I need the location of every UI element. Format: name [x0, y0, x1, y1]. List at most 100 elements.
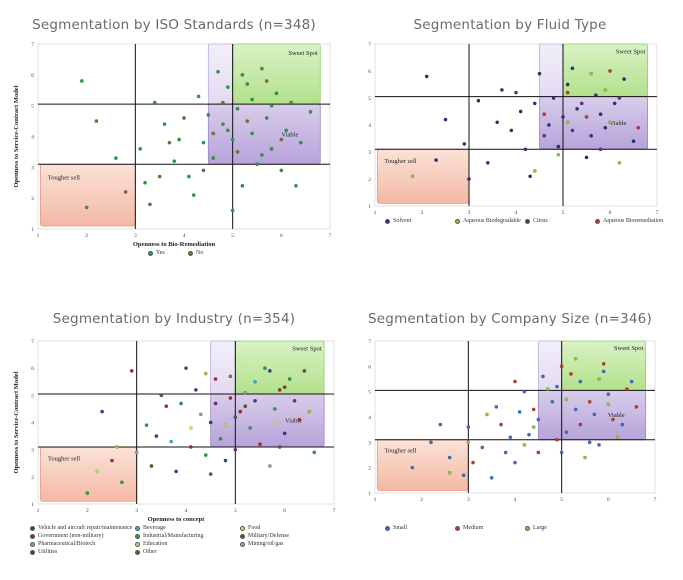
legend-swatch — [455, 525, 460, 531]
y-tick-label: 7 — [31, 339, 34, 345]
x-tick-label: 3 — [135, 508, 138, 514]
data-point — [541, 374, 545, 379]
data-point — [620, 422, 625, 427]
x-tick-label: 4 — [515, 210, 518, 216]
y-tick-label: 4 — [31, 421, 34, 427]
data-point — [536, 450, 541, 455]
data-point — [110, 458, 114, 463]
data-point — [587, 399, 592, 404]
y-tick-label: 1 — [31, 227, 34, 233]
data-point — [575, 106, 579, 111]
data-point — [243, 390, 248, 395]
x-tick-label: 2 — [86, 508, 89, 514]
data-point — [555, 384, 559, 389]
x-tick-label: 7 — [656, 210, 659, 216]
legend-item: Education — [135, 541, 167, 547]
legend-label: Small — [393, 525, 408, 531]
legend-swatch — [135, 549, 140, 555]
data-point — [235, 106, 240, 111]
data-point — [578, 422, 583, 427]
data-point — [434, 158, 438, 162]
y-tick-label: 6 — [31, 366, 34, 372]
data-point — [274, 91, 279, 96]
legend-label: Education — [143, 541, 168, 547]
legend-item: Medium — [455, 525, 483, 531]
x-tick-label: 1 — [37, 508, 40, 514]
chart-plot: 1 2 3 4 5 6 7 1 2 3 4 5 6 7 Sweet Spot Viable Tougher se… — [13, 42, 332, 248]
data-point — [555, 437, 559, 442]
chart-company-size: Segmentation by Company Size (n=346) 1 2 3… — [345, 293, 675, 580]
data-point — [264, 79, 269, 83]
data-point — [162, 122, 167, 127]
data-point — [294, 183, 298, 188]
data-point — [100, 409, 104, 414]
data-point — [564, 397, 569, 402]
y-tick-label: 5 — [368, 390, 371, 396]
y-axis-label: Openness to Service-Contract Model — [13, 85, 20, 187]
data-point — [573, 407, 578, 412]
x-tick-label: 3 — [468, 210, 471, 216]
data-point — [85, 491, 90, 495]
data-point — [531, 407, 536, 412]
data-point — [462, 142, 467, 146]
data-point — [528, 174, 532, 179]
data-point — [228, 396, 233, 400]
data-point — [608, 120, 612, 125]
data-point — [79, 79, 84, 83]
data-point — [260, 66, 264, 71]
y-tick-label: 7 — [31, 42, 34, 48]
data-point — [225, 128, 230, 133]
data-point — [570, 128, 575, 133]
data-point — [597, 443, 601, 447]
legend-item: Yes — [148, 250, 165, 256]
x-tick-label: 7 — [333, 508, 336, 514]
sweet-spot-label: Sweet Spot — [616, 48, 646, 55]
legend-swatch — [30, 541, 35, 547]
data-point — [282, 431, 287, 436]
data-point — [547, 123, 551, 127]
legend-swatch — [240, 541, 245, 547]
legend-swatch — [595, 218, 600, 224]
data-point — [134, 450, 139, 455]
y-tick-label: 2 — [31, 196, 34, 202]
data-point — [565, 82, 570, 87]
data-point — [143, 180, 147, 185]
y-tick-label: 5 — [31, 393, 34, 399]
sweet-spot-label: Sweet Spot — [614, 345, 644, 352]
legend-swatch — [30, 549, 35, 555]
data-point — [129, 369, 134, 373]
legend-label: Utilities — [38, 549, 58, 555]
data-point — [164, 404, 169, 409]
data-point — [277, 388, 282, 392]
data-point — [184, 366, 188, 371]
legend-swatch — [525, 218, 530, 224]
viable-label: Viable — [610, 120, 627, 127]
y-tick-label: 6 — [31, 73, 34, 79]
data-point — [587, 440, 592, 445]
viable-region — [210, 393, 325, 448]
legend-item: Other — [135, 549, 157, 555]
data-point — [233, 415, 238, 419]
chart-title: Segmentation by Company Size (n=346) — [368, 311, 652, 327]
viable-label: Viable — [608, 412, 625, 419]
data-point — [174, 469, 178, 474]
data-point — [527, 432, 531, 437]
viable-region — [207, 103, 321, 165]
tougher-sell-label: Tougher sell — [48, 175, 80, 182]
data-point — [471, 460, 475, 465]
data-point — [424, 74, 429, 79]
data-point — [177, 137, 181, 142]
data-point — [238, 409, 243, 414]
data-point — [213, 401, 218, 406]
data-point — [258, 442, 262, 447]
data-point — [612, 101, 617, 106]
data-point — [561, 115, 565, 119]
data-point — [114, 156, 118, 160]
chart-plot: 1 2 3 4 5 6 7 1 2 3 4 5 6 7 Sweet Spot Viable Tougher se… — [13, 339, 336, 523]
legend-label: Government (non-military) — [38, 533, 104, 539]
x-tick-label: 4 — [185, 508, 188, 514]
y-tick-label: 6 — [368, 364, 371, 370]
y-tick-label: 4 — [368, 123, 371, 129]
sweet-spot-label: Sweet Spot — [288, 50, 318, 57]
legend-item: Aqueous Biodegradable — [455, 218, 521, 224]
